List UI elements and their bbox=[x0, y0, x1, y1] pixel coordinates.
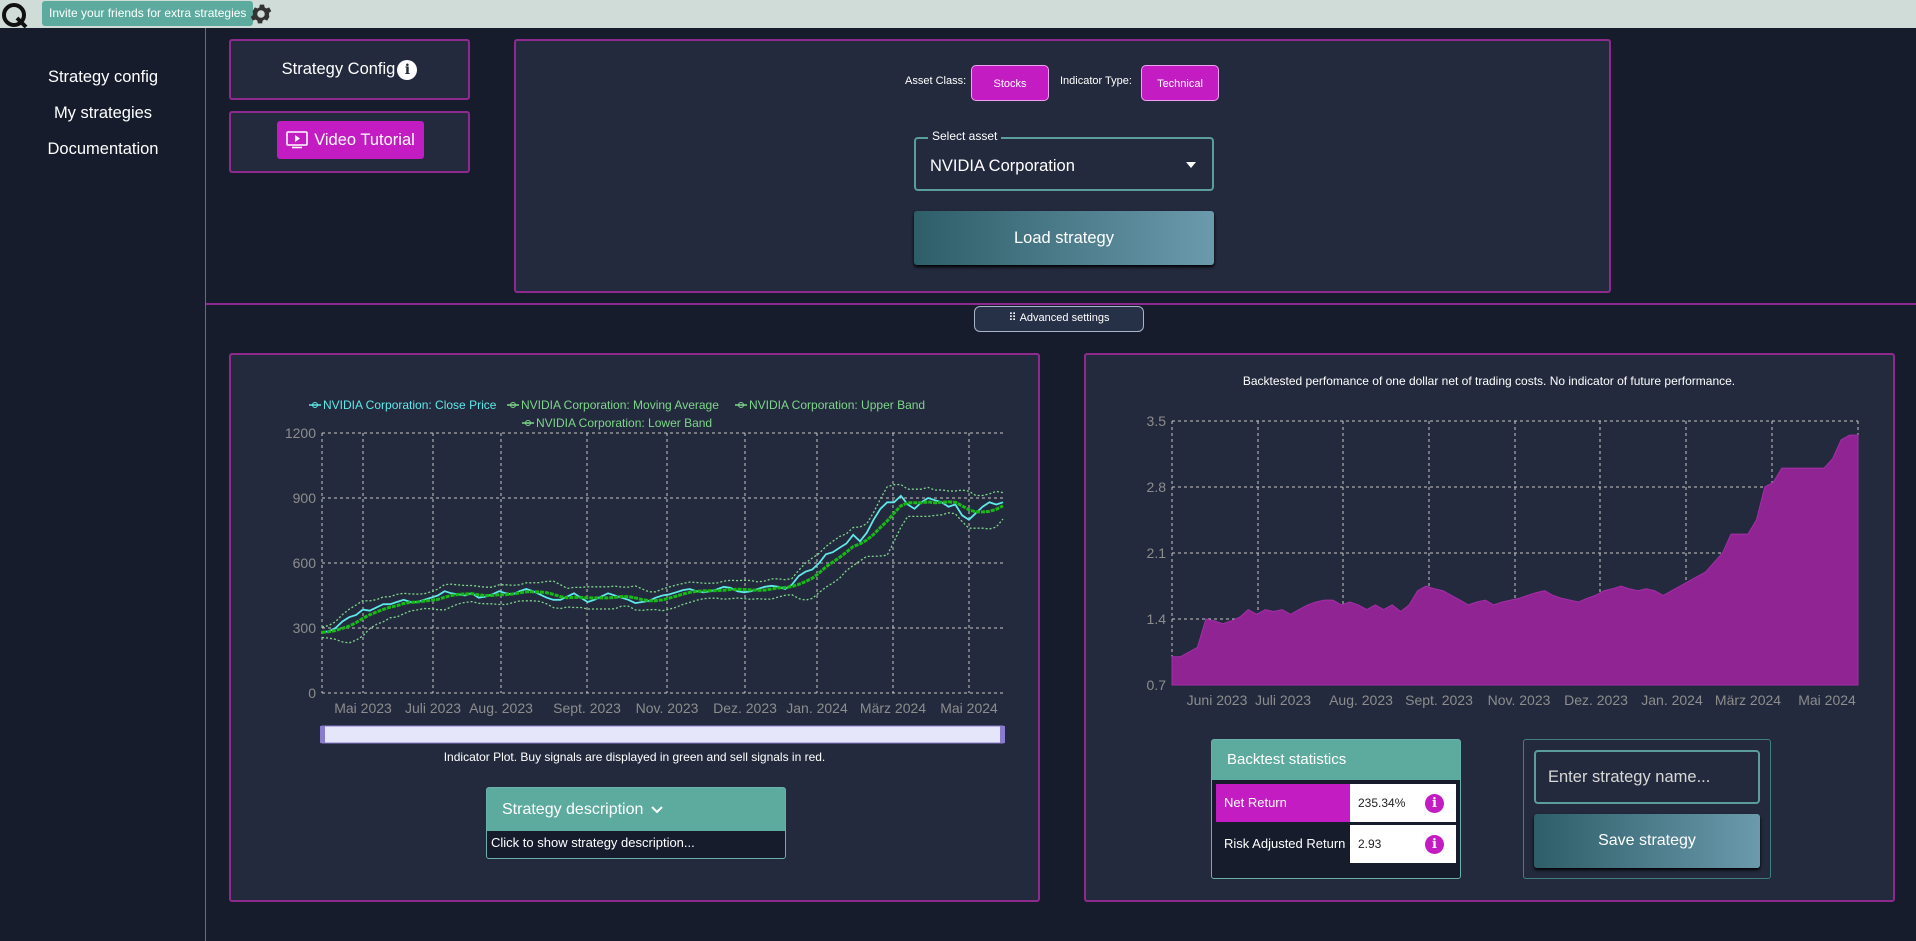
y-tick-label: 0.7 bbox=[1147, 677, 1167, 693]
legend-entry: NVIDIA Corporation: Lower Band bbox=[536, 416, 712, 430]
y-tick-label: 0 bbox=[308, 685, 316, 701]
moving-average-line bbox=[321, 500, 1004, 634]
sidebar-item-documentation[interactable]: Documentation bbox=[47, 140, 159, 158]
video-tutorial-panel: Video Tutorial bbox=[229, 111, 470, 173]
x-tick-label: Sept. 2023 bbox=[553, 700, 621, 716]
x-tick-label: Nov. 2023 bbox=[1488, 692, 1551, 708]
performance-area bbox=[1171, 434, 1859, 686]
x-tick-label: Sept. 2023 bbox=[1405, 692, 1473, 708]
indicator-panel: NVIDIA Corporation: Close Price NVIDIA Co… bbox=[229, 353, 1040, 902]
strategy-description-hint[interactable]: Click to show strategy description... bbox=[491, 835, 695, 850]
indicator-type-button[interactable]: Technical bbox=[1141, 65, 1219, 101]
video-play-icon bbox=[286, 131, 308, 149]
x-tick-label: Mai 2024 bbox=[940, 700, 998, 716]
stat-label: Net Return bbox=[1216, 784, 1350, 822]
save-strategy-box: Save strategy bbox=[1523, 739, 1771, 879]
x-tick-label: Mai 2024 bbox=[1798, 692, 1856, 708]
asset-select-label: Select asset bbox=[928, 129, 1002, 143]
video-tutorial-button[interactable]: Video Tutorial bbox=[277, 121, 424, 159]
y-tick-label: 3.5 bbox=[1147, 413, 1167, 429]
zoom-handle-right bbox=[1000, 726, 1005, 743]
advanced-settings-button[interactable]: ⠿ Advanced settings bbox=[974, 306, 1144, 332]
legend-marker bbox=[510, 402, 516, 408]
x-tick-label: Dez. 2023 bbox=[1564, 692, 1628, 708]
x-tick-label: Dez. 2023 bbox=[713, 700, 777, 716]
x-tick-label: März 2024 bbox=[860, 700, 926, 716]
legend-entry: NVIDIA Corporation: Moving Average bbox=[521, 398, 719, 412]
backtest-panel: Backtested perfomance of one dollar net … bbox=[1084, 353, 1895, 902]
asset-class-label: Asset Class: bbox=[905, 75, 967, 87]
stat-label: Risk Adjusted Return bbox=[1216, 825, 1350, 863]
legend-marker bbox=[312, 402, 318, 408]
stat-row-risk-adjusted-return: Risk Adjusted Return 2.93 i bbox=[1216, 825, 1456, 863]
strategy-config-heading: Strategy Config i bbox=[231, 41, 468, 98]
x-tick-label: Nov. 2023 bbox=[636, 700, 699, 716]
x-tick-label: Aug. 2023 bbox=[1329, 692, 1393, 708]
sidebar-item-strategy-config[interactable]: Strategy config bbox=[47, 68, 159, 86]
indicator-type-label: Indicator Type: bbox=[1060, 75, 1132, 87]
legend-entry: NVIDIA Corporation: Close Price bbox=[323, 398, 497, 412]
sidebar-item-my-strategies[interactable]: My strategies bbox=[53, 104, 153, 122]
legend-marker bbox=[525, 420, 531, 426]
top-bar: Invite your friends for extra strategies bbox=[0, 0, 1916, 28]
backtest-statistics-title: Backtest statistics bbox=[1212, 740, 1460, 780]
zoom-slider bbox=[321, 725, 1004, 744]
y-tick-label: 1.4 bbox=[1147, 611, 1167, 627]
strategy-description-toggle[interactable]: Strategy description bbox=[487, 788, 785, 831]
video-tutorial-label: Video Tutorial bbox=[314, 130, 415, 149]
performance-chart-title: Backtested perfomance of one dollar net … bbox=[1243, 374, 1735, 388]
strategy-name-input[interactable] bbox=[1534, 750, 1760, 804]
stat-value: 235.34% i bbox=[1350, 784, 1456, 822]
y-tick-label: 2.8 bbox=[1147, 479, 1167, 495]
y-tick-label: 2.1 bbox=[1147, 545, 1167, 561]
asset-class-button[interactable]: Stocks bbox=[971, 65, 1049, 101]
gear-icon[interactable] bbox=[248, 1, 274, 27]
legend-marker bbox=[738, 402, 744, 408]
strategy-config-title: Strategy Config bbox=[281, 60, 396, 78]
indicator-chart: NVIDIA Corporation: Close Price NVIDIA Co… bbox=[285, 398, 1005, 744]
stat-row-net-return: Net Return 235.34% i bbox=[1216, 784, 1456, 822]
x-tick-label: Jan. 2024 bbox=[786, 700, 848, 716]
close-price-line bbox=[321, 494, 1004, 634]
backtest-statistics-box: Backtest statistics Net Return 235.34% i… bbox=[1211, 739, 1461, 879]
strategy-description-title: Strategy description bbox=[502, 801, 644, 818]
info-icon[interactable]: i bbox=[1425, 794, 1444, 813]
info-icon[interactable]: i bbox=[1425, 835, 1444, 854]
dropdown-arrow-icon bbox=[1186, 162, 1196, 168]
zoom-handle-left bbox=[320, 726, 325, 743]
upper-band-line bbox=[321, 483, 1004, 628]
y-tick-label: 600 bbox=[293, 555, 317, 571]
asset-select[interactable]: Select asset NVIDIA Corporation bbox=[914, 129, 1214, 191]
x-tick-label: März 2024 bbox=[1715, 692, 1781, 708]
load-strategy-button[interactable]: Load strategy bbox=[914, 211, 1214, 265]
sidebar: Strategy config My strategies Documentat… bbox=[0, 28, 206, 941]
x-tick-label: Juni 2023 bbox=[1187, 692, 1248, 708]
invite-friends-button[interactable]: Invite your friends for extra strategies bbox=[42, 1, 254, 26]
stat-value-text: 2.93 bbox=[1358, 837, 1382, 851]
stat-value: 2.93 i bbox=[1350, 825, 1456, 863]
section-divider bbox=[206, 303, 1916, 305]
stat-value-text: 235.34% bbox=[1358, 796, 1406, 810]
y-tick-label: 1200 bbox=[285, 425, 316, 441]
save-strategy-button[interactable]: Save strategy bbox=[1534, 814, 1760, 868]
q-logo-icon[interactable] bbox=[0, 0, 30, 28]
strategy-description-box: Strategy description Click to show strat… bbox=[486, 787, 786, 859]
asset-selector-panel: Asset Class: Stocks Indicator Type: Tech… bbox=[514, 39, 1611, 293]
legend-entry: NVIDIA Corporation: Upper Band bbox=[749, 398, 925, 412]
x-tick-label: Mai 2023 bbox=[334, 700, 392, 716]
y-tick-label: 900 bbox=[293, 490, 317, 506]
info-icon[interactable]: i bbox=[397, 59, 418, 80]
lower-band-line bbox=[321, 512, 1004, 644]
strategy-config-panel: Strategy Config i bbox=[229, 39, 470, 100]
x-tick-label: Juli 2023 bbox=[1255, 692, 1311, 708]
asset-select-value: NVIDIA Corporation bbox=[930, 157, 1075, 175]
chevron-down-icon bbox=[651, 806, 663, 814]
x-tick-label: Jan. 2024 bbox=[1641, 692, 1703, 708]
x-tick-label: Aug. 2023 bbox=[469, 700, 533, 716]
y-tick-label: 300 bbox=[293, 620, 317, 636]
x-tick-label: Juli 2023 bbox=[405, 700, 461, 716]
performance-chart: Backtested perfomance of one dollar net … bbox=[1147, 374, 1859, 708]
indicator-caption: Indicator Plot. Buy signals are displaye… bbox=[443, 750, 826, 764]
